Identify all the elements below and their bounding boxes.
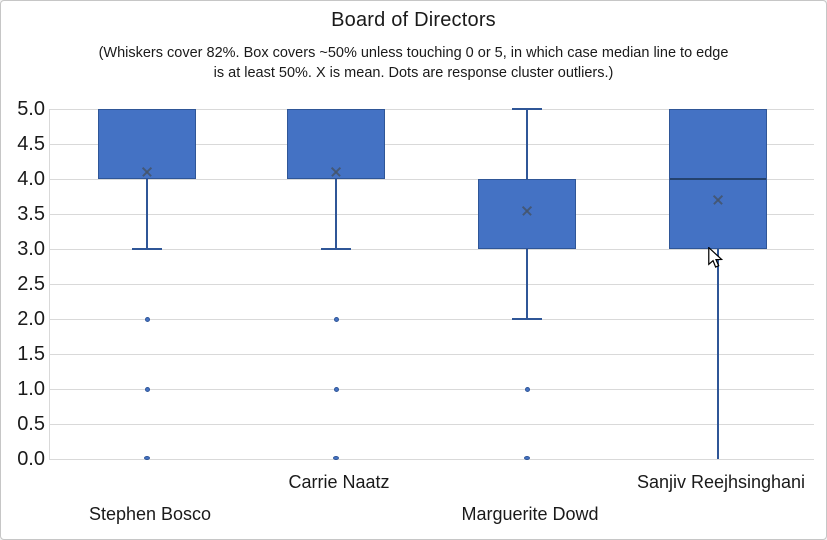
y-axis-tick-0.5: 0.5 <box>17 413 45 435</box>
x-axis-label-sanjiv-reejhsinghani: Sanjiv Reejhsinghani <box>636 472 806 492</box>
box-stephen-bosco[interactable] <box>98 109 196 179</box>
gridline-2.5 <box>49 283 814 285</box>
outlier-dot-2[interactable] <box>333 316 339 322</box>
gridline-3.5 <box>49 213 814 215</box>
whisker-low-line <box>335 179 337 249</box>
gridline-5.0 <box>49 108 814 110</box>
whisker-high-line <box>526 109 528 179</box>
whisker-low-line <box>717 249 719 459</box>
y-axis-line <box>49 109 50 459</box>
mouse-cursor <box>708 247 723 268</box>
y-axis-tick-2.5: 2.5 <box>17 273 45 295</box>
outlier-dot-1[interactable] <box>144 386 150 392</box>
y-axis-tick-1.5: 1.5 <box>17 343 45 365</box>
mean-marker <box>712 194 724 206</box>
whisker-low-cap <box>321 248 351 250</box>
outlier-dot-2[interactable] <box>144 316 150 322</box>
whisker-high-cap <box>512 108 542 110</box>
chart-subtitle: (Whiskers cover 82%. Box covers ~50% unl… <box>1 43 826 83</box>
whisker-low-line <box>146 179 148 249</box>
chart-subtitle-line1: (Whiskers cover 82%. Box covers ~50% unl… <box>98 45 729 61</box>
whisker-low-cap <box>512 318 542 320</box>
gridline-0.0 <box>49 458 814 460</box>
median-line <box>670 178 766 180</box>
outlier-dot-0[interactable] <box>333 456 339 460</box>
whisker-low-line <box>526 249 528 319</box>
y-axis-tick-4.5: 4.5 <box>17 133 45 155</box>
gridline-1.5 <box>49 353 814 355</box>
outlier-dot-1[interactable] <box>333 386 339 392</box>
y-axis-tick-3.0: 3.0 <box>17 238 45 260</box>
chart-subtitle-line2: is at least 50%. X is mean. Dots are res… <box>213 65 614 81</box>
gridline-0.5 <box>49 423 814 425</box>
gridline-3.0 <box>49 248 814 250</box>
mean-marker <box>521 205 533 217</box>
x-axis-label-marguerite-dowd: Marguerite Dowd <box>461 504 599 524</box>
y-axis-tick-4.0: 4.0 <box>17 168 45 190</box>
mean-marker <box>330 166 342 178</box>
whisker-low-cap <box>132 248 162 250</box>
box-carrie-naatz[interactable] <box>287 109 385 179</box>
x-axis-label-stephen-bosco: Stephen Bosco <box>88 504 212 524</box>
gridline-4.0 <box>49 178 814 180</box>
gridline-2.0 <box>49 318 814 320</box>
y-axis-tick-3.5: 3.5 <box>17 203 45 225</box>
gridline-4.5 <box>49 143 814 145</box>
outlier-dot-1[interactable] <box>524 386 530 392</box>
y-axis-tick-5.0: 5.0 <box>17 98 45 120</box>
chart-title: Board of Directors <box>331 9 496 31</box>
y-axis-tick-0.0: 0.0 <box>17 448 45 470</box>
gridline-1.0 <box>49 388 814 390</box>
outlier-dot-0[interactable] <box>524 456 530 460</box>
mean-marker <box>141 166 153 178</box>
outlier-dot-0[interactable] <box>144 456 150 460</box>
x-axis-label-carrie-naatz: Carrie Naatz <box>288 472 390 492</box>
y-axis-tick-2.0: 2.0 <box>17 308 45 330</box>
box-marguerite-dowd[interactable] <box>478 179 576 249</box>
y-axis-tick-1.0: 1.0 <box>17 378 45 400</box>
